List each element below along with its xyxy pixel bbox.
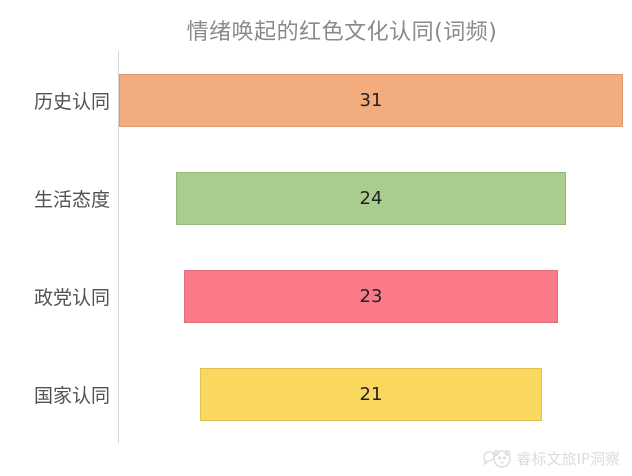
- bar-value-label: 24: [359, 187, 383, 209]
- category-label: 生活态度: [33, 188, 110, 211]
- bar: 21: [200, 367, 542, 421]
- bar-row: 31: [119, 51, 623, 149]
- bar-value-label: 21: [359, 383, 383, 405]
- watermark-logo-icon: [482, 450, 511, 468]
- watermark: 睿标文旅IP洞察: [482, 447, 620, 469]
- category-label: 历史认同: [33, 90, 110, 113]
- bar-value-label: 23: [359, 285, 383, 307]
- bar: 23: [184, 269, 558, 323]
- bar: 31: [119, 73, 623, 127]
- category-axis: 历史认同 生活态度 政党认同 国家认同: [0, 51, 110, 443]
- category-label: 政党认同: [33, 286, 110, 309]
- bar-row: 24: [119, 149, 623, 247]
- bar-value-label: 31: [359, 89, 383, 111]
- watermark-text: 睿标文旅IP洞察: [516, 449, 620, 468]
- bar-row: 23: [119, 247, 623, 345]
- chart-title: 情绪唤起的红色文化认同(词频): [186, 20, 498, 45]
- bar-row: 21: [119, 345, 623, 443]
- bar: 24: [175, 171, 567, 225]
- category-label: 国家认同: [33, 384, 110, 407]
- plot-area: 31 24 23 21: [118, 51, 623, 443]
